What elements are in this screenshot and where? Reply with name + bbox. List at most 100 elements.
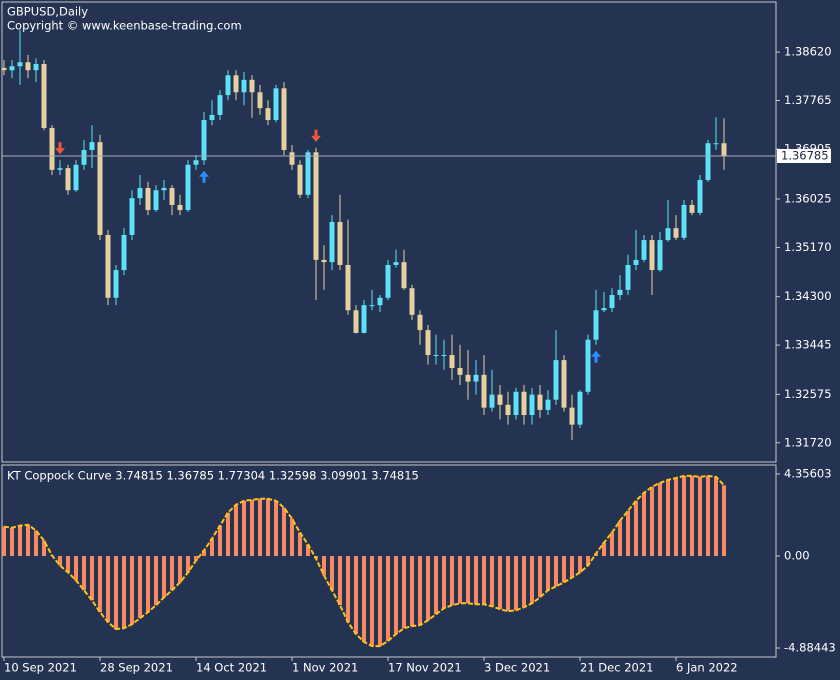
histogram-bar (514, 556, 518, 611)
y-tick-label: 1.35170 (784, 240, 832, 254)
histogram-bar (114, 556, 118, 630)
price-label-box (777, 148, 831, 163)
candle-body (377, 297, 383, 306)
candle-body (497, 394, 503, 405)
histogram-bar (138, 556, 142, 619)
candle-body (593, 310, 599, 340)
candle-body (161, 187, 167, 191)
histogram-bar (450, 556, 454, 606)
candle-body (633, 259, 639, 265)
histogram-bar (426, 556, 430, 621)
x-tick-label: 28 Sep 2021 (100, 661, 173, 675)
candle-body (145, 187, 151, 211)
histogram-bar (18, 525, 22, 557)
candle-body (313, 152, 319, 260)
histogram-bar (274, 500, 278, 557)
histogram-bar (210, 538, 214, 557)
candle-body (129, 198, 135, 235)
histogram-bar (130, 556, 134, 625)
candle-body (673, 228, 679, 238)
candle-body (89, 142, 95, 151)
candle-body (537, 394, 543, 410)
histogram-bar (82, 556, 86, 591)
histogram-bar (106, 556, 110, 623)
candle-body (289, 152, 295, 165)
candle-body (721, 143, 727, 156)
histogram-bar (546, 556, 550, 591)
histogram-bar (362, 556, 366, 642)
buy-arrow (591, 350, 601, 363)
candle-body (361, 305, 367, 333)
candle-body (465, 374, 471, 382)
candle-body (177, 204, 183, 211)
histogram-bar (722, 485, 726, 557)
candle-body (33, 63, 39, 71)
candle-body (545, 399, 551, 410)
candle-body (529, 394, 535, 416)
histogram-bar (42, 540, 46, 557)
candle-body (121, 234, 127, 271)
histogram-bar (66, 556, 70, 573)
histogram-bar (538, 556, 542, 598)
histogram-bar (658, 482, 662, 557)
histogram-bar (402, 556, 406, 629)
y-tick-label: -4.88443 (784, 641, 836, 655)
histogram-bar (338, 556, 342, 606)
histogram-bar (34, 530, 38, 557)
candle-body (441, 354, 447, 356)
indicator-panel-frame (1, 464, 777, 658)
chart-title: GBPUSD,Daily (7, 5, 88, 19)
histogram-bar (698, 476, 702, 557)
candle-body (401, 262, 407, 289)
histogram-bar (578, 556, 582, 573)
x-tick-label: 14 Oct 2021 (196, 661, 267, 675)
candle-body (385, 264, 391, 298)
candle-body (9, 66, 15, 71)
x-tick-label: 10 Sep 2021 (4, 661, 77, 675)
candle-body (505, 404, 511, 416)
histogram-bar (218, 525, 222, 557)
main-panel-frame (1, 1, 777, 463)
sell-arrow (55, 142, 65, 155)
candle-body (113, 270, 119, 298)
candle-body (689, 204, 695, 213)
candle-body (345, 264, 351, 311)
histogram-bar (378, 556, 382, 647)
candle-body (273, 88, 279, 121)
candle-body (409, 288, 415, 315)
histogram-bar (618, 520, 622, 557)
histogram-bar (466, 556, 470, 604)
y-tick-label: 1.34300 (784, 289, 832, 303)
candle-body (585, 339, 591, 392)
histogram-bar (282, 507, 286, 557)
histogram-bar (602, 542, 606, 557)
candle-body (353, 310, 359, 333)
y-tick-label: 1.38620 (784, 45, 832, 59)
histogram-bar (266, 498, 270, 557)
candle-body (449, 354, 455, 369)
candle-body (393, 262, 399, 265)
histogram-bar (58, 556, 62, 566)
histogram-bar (154, 556, 158, 606)
histogram-bar (522, 556, 526, 608)
price-label: 1.36785 (781, 148, 829, 162)
y-tick-label: 1.36025 (784, 192, 832, 206)
y-tick-label: 1.33445 (784, 338, 832, 352)
candle-body (425, 330, 431, 355)
candle-body (521, 391, 527, 416)
histogram-bar (194, 556, 198, 561)
y-tick-label: 0.00 (784, 549, 810, 563)
histogram-bar (570, 556, 574, 578)
candle-body (321, 259, 327, 263)
histogram-bar (98, 556, 102, 613)
histogram-bar (146, 556, 150, 613)
candle-body (81, 150, 87, 165)
candle-body (49, 127, 55, 170)
candle-body (257, 92, 263, 109)
candle-body (281, 88, 287, 151)
candle-body (17, 62, 23, 67)
candle-body (297, 164, 303, 195)
histogram-bar (258, 498, 262, 557)
histogram-bar (234, 504, 238, 557)
